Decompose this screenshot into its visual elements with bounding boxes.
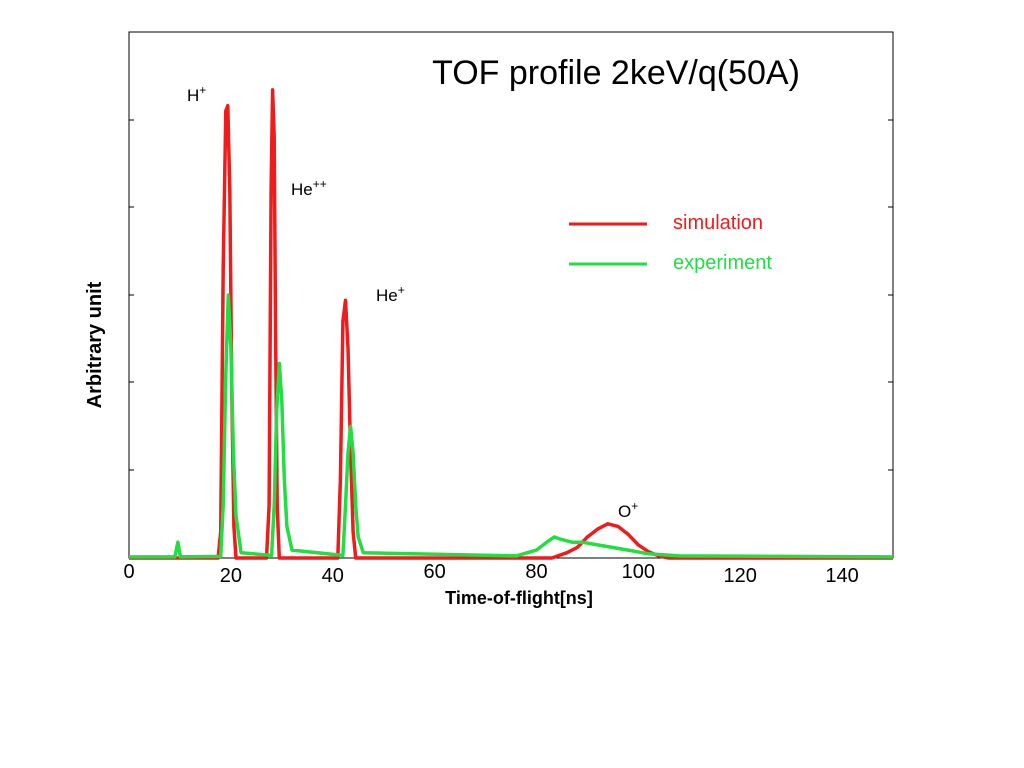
series-layer [129, 88, 894, 560]
legend-label-simulation: simulation [673, 212, 763, 234]
series-line-simulation [129, 88, 893, 560]
x-axis-tick-labels: 0 20 40 60 80 100 120 140 [123, 561, 858, 587]
x-tick-label-7: 140 [825, 565, 858, 587]
x-tick-label-0: 0 [123, 561, 134, 583]
chart-title: TOF profile 2keV/q(50A) [432, 54, 800, 92]
annotation-he-plus-plus: He++ [291, 177, 327, 199]
x-tick-label-1: 20 [220, 565, 242, 587]
x-tick-label-2: 40 [322, 565, 344, 587]
x-tick-label-6: 120 [724, 565, 757, 587]
legend-label-experiment: experiment [673, 252, 772, 274]
legend: simulation experiment [569, 212, 772, 274]
y-axis-label: Arbitrary unit [84, 281, 106, 408]
x-axis-label: Time-of-flight[ns] [445, 588, 593, 608]
annotation-o-plus: O+ [618, 499, 638, 521]
peak-annotations: H+ He++ He+ O+ [187, 83, 638, 521]
x-tick-label-3: 60 [423, 561, 445, 583]
series-line-experiment [129, 293, 894, 559]
x-tick-label-4: 80 [525, 561, 547, 583]
y-axis-ticks [129, 31, 893, 471]
x-tick-label-5: 100 [622, 561, 655, 583]
annotation-he-plus: He+ [376, 283, 405, 305]
annotation-h-plus: H+ [187, 83, 206, 105]
plot-frame [128, 31, 894, 559]
